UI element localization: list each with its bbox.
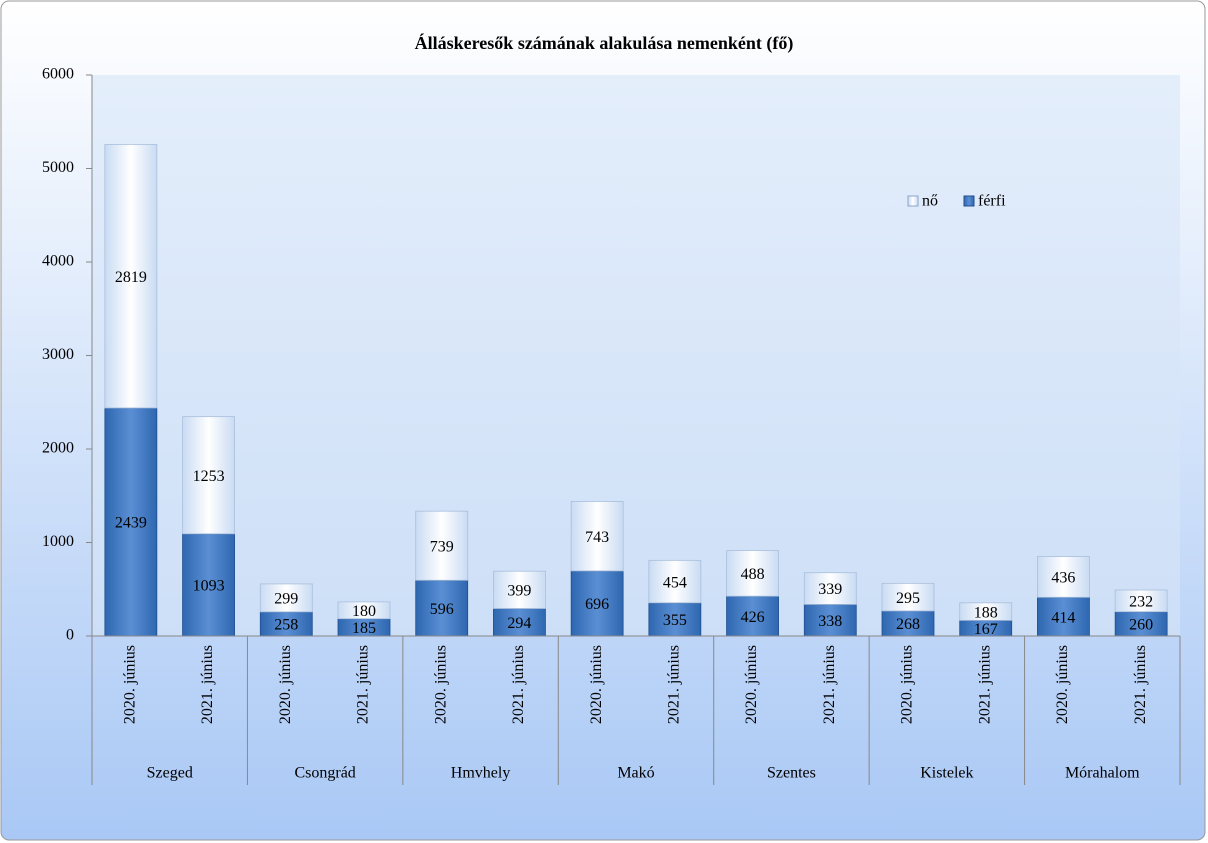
legend-label: férfi	[978, 193, 1006, 210]
x-tick-label: 2020. június	[899, 645, 916, 724]
group-label: Hmvhely	[451, 765, 511, 782]
data-label: 260	[1129, 617, 1153, 634]
x-tick-label: 2020. június	[277, 645, 294, 724]
data-label: 1253	[193, 468, 225, 485]
group-label: Csongrád	[294, 765, 355, 782]
data-label: 743	[585, 529, 609, 546]
x-tick-label: 2020. június	[122, 645, 139, 724]
bar-segment	[803, 572, 857, 605]
x-tick-label: 2020. június	[588, 645, 605, 724]
bar-segment	[259, 583, 313, 613]
data-label: 338	[818, 613, 842, 630]
x-tick-label: 2021. június	[1132, 645, 1149, 724]
legend-swatch	[907, 195, 919, 207]
data-label: 355	[663, 612, 687, 629]
data-label: 426	[741, 609, 765, 626]
group-label: Szentes	[767, 765, 816, 782]
y-tick-label: 6000	[42, 66, 74, 83]
x-tick-label: 2021. június	[821, 645, 838, 724]
group-label: Kistelek	[920, 765, 973, 782]
data-label: 488	[741, 566, 765, 583]
data-label: 167	[974, 621, 998, 638]
data-label: 339	[818, 581, 842, 598]
data-label: 399	[507, 583, 531, 600]
data-label: 2819	[115, 269, 147, 286]
plot-area	[92, 75, 1180, 636]
bar-segment	[493, 608, 546, 637]
data-label: 696	[585, 596, 609, 613]
data-label: 295	[896, 590, 920, 607]
data-label: 414	[1051, 609, 1075, 626]
data-label: 454	[663, 574, 687, 591]
data-label: 2439	[115, 515, 147, 532]
x-tick-label: 2021. június	[666, 645, 683, 724]
bar-segment	[803, 603, 857, 637]
group-label: Mórahalom	[1065, 765, 1140, 782]
bar-segment	[648, 602, 702, 637]
y-tick-label: 0	[66, 627, 74, 644]
bar-segment	[570, 501, 624, 572]
y-tick-label: 4000	[42, 253, 74, 270]
x-tick-label: 2020. június	[743, 645, 760, 724]
bar-segment	[1114, 611, 1168, 637]
bar-segment	[726, 550, 779, 597]
data-label: 739	[430, 538, 454, 555]
bar-segment	[648, 559, 702, 604]
x-tick-label: 2021. június	[199, 645, 216, 724]
data-label: 180	[352, 603, 376, 620]
data-label: 258	[274, 617, 298, 634]
data-label: 232	[1129, 594, 1153, 611]
bar-segment	[337, 601, 391, 620]
bar-segment	[104, 143, 158, 409]
bar-segment	[415, 579, 469, 637]
bar-segment	[182, 416, 235, 535]
chart-title: Álláskeresők számának alakulása nemenkén…	[415, 32, 794, 54]
data-label: 596	[430, 601, 454, 618]
y-tick-label: 2000	[42, 440, 74, 457]
x-tick-label: 2021. június	[510, 645, 527, 724]
bar-segment	[415, 510, 469, 581]
x-tick-label: 2021. június	[355, 645, 372, 724]
data-label: 436	[1051, 570, 1075, 587]
legend-label: nő	[922, 193, 938, 210]
y-tick-label: 3000	[42, 346, 74, 363]
group-label: Szeged	[147, 765, 193, 782]
bar-segment	[104, 407, 158, 637]
bar-segment	[259, 611, 313, 637]
y-tick-label: 5000	[42, 159, 74, 176]
bar-segment	[881, 582, 935, 612]
data-label: 299	[274, 591, 298, 608]
x-tick-label: 2021. június	[976, 645, 993, 724]
y-tick-label: 1000	[42, 533, 74, 550]
legend-swatch	[963, 195, 975, 207]
bar-segment	[726, 595, 779, 637]
data-label: 1093	[193, 578, 225, 595]
x-tick-label: 2020. június	[1054, 645, 1071, 724]
data-label: 188	[974, 604, 998, 621]
bar-segment	[881, 610, 935, 637]
bar-segment	[570, 570, 624, 637]
bar-segment	[182, 533, 235, 637]
group-label: Makó	[617, 765, 654, 782]
data-label: 294	[507, 615, 531, 632]
x-tick-label: 2020. június	[432, 645, 449, 724]
bar-segment	[1037, 556, 1090, 598]
bar-segment	[959, 602, 1013, 621]
bar-segment	[493, 570, 546, 609]
bar-segment	[1114, 589, 1168, 613]
data-label: 268	[896, 616, 920, 633]
data-label: 185	[352, 620, 376, 637]
